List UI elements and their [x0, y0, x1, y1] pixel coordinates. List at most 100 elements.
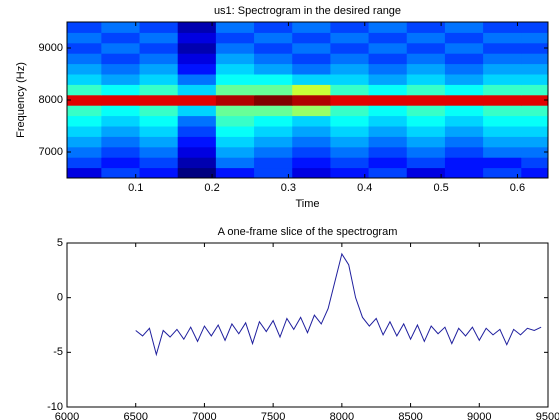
heatmap-cell [406, 22, 446, 33]
heatmap-cell [330, 146, 370, 158]
heatmap-cell [67, 74, 102, 85]
heatmap-cell [483, 136, 522, 148]
heatmap-cell [215, 115, 255, 127]
heatmap-cell [483, 32, 522, 44]
heatmap-cell [139, 146, 179, 158]
y-tick-label: 8000 [39, 94, 63, 106]
heatmap-cell [406, 157, 446, 169]
heatmap-cell [67, 63, 102, 75]
heatmap-cell [330, 136, 370, 148]
heatmap-cell [254, 63, 293, 75]
chart-title: us1: Spectrogram in the desired range [214, 5, 401, 17]
axes-box [66, 242, 549, 408]
heatmap-cell [101, 136, 141, 148]
heatmap-cell [483, 126, 522, 137]
heatmap-cell [254, 167, 293, 178]
heatmap-cell [67, 22, 102, 33]
heatmap-cell [254, 105, 293, 117]
heatmap-cell [215, 22, 255, 33]
heatmap-cell [101, 74, 141, 85]
heatmap-cell [330, 105, 370, 117]
heatmap-cell [139, 136, 179, 148]
heatmap-cell [101, 53, 141, 65]
heatmap-cell [483, 115, 522, 127]
heatmap-cell [444, 167, 484, 178]
heatmap-cell [368, 126, 408, 137]
heatmap-cell [177, 146, 217, 158]
heatmap-cell [292, 63, 331, 75]
heatmap-cell [139, 126, 179, 137]
heatmap-cell [330, 94, 370, 106]
heatmap-cell [330, 42, 370, 54]
heatmap-cell [292, 53, 331, 65]
x-tick-label: 6500 [123, 411, 147, 420]
x-tick-label: 7000 [192, 411, 216, 420]
heatmap-cell [139, 32, 179, 44]
heatmap-cell [406, 42, 446, 54]
heatmap-cell [368, 84, 408, 96]
heatmap-cell [177, 115, 217, 127]
heatmap-cell [177, 22, 217, 33]
y-tick-label: 7000 [39, 146, 63, 158]
heatmap-cell [521, 167, 548, 178]
heatmap-cell [67, 84, 102, 96]
heatmap-cell [254, 22, 293, 33]
heatmap-cell [330, 157, 370, 169]
heatmap-cell [139, 167, 179, 178]
heatmap-cell [177, 167, 217, 178]
heatmap-cell [215, 157, 255, 169]
y-tick-label: -10 [47, 401, 63, 413]
heatmap-cell [177, 32, 217, 44]
y-tick-label: -5 [53, 346, 63, 358]
heatmap-cell [521, 53, 548, 65]
heatmap-cell [483, 94, 522, 106]
heatmap-cell [254, 32, 293, 44]
heatmap-cell [67, 94, 102, 106]
heatmap-cell [368, 157, 408, 169]
heatmap-cell [330, 167, 370, 178]
heatmap-cell [521, 32, 548, 44]
heatmap-cell [139, 94, 179, 106]
heatmap-cell [101, 105, 141, 117]
heatmap-cell [483, 53, 522, 65]
y-tick-label: 9000 [39, 42, 63, 54]
heatmap-cell [215, 53, 255, 65]
x-tick-label: 0.2 [204, 182, 219, 194]
x-tick-label: 7500 [261, 411, 285, 420]
heatmap-cell [406, 126, 446, 137]
heatmap-cell [330, 84, 370, 96]
x-tick-label: 0.6 [510, 182, 525, 194]
heatmap-cell [67, 32, 102, 44]
heatmap-cell [177, 84, 217, 96]
heatmap-cell [292, 167, 331, 178]
heatmap-cell [215, 84, 255, 96]
heatmap-cell [139, 74, 179, 85]
heatmap-cell [67, 167, 102, 178]
heatmap-cell [444, 63, 484, 75]
heatmap-cell [444, 74, 484, 85]
heatmap-cell [330, 53, 370, 65]
heatmap-cell [521, 157, 548, 169]
heatmap-cell [406, 115, 446, 127]
heatmap-cell [139, 53, 179, 65]
heatmap-cell [368, 105, 408, 117]
heatmap-cell [406, 74, 446, 85]
heatmap-cell [139, 22, 179, 33]
heatmap-cell [292, 94, 331, 106]
heatmap-cell [101, 22, 141, 33]
heatmap-cell [521, 22, 548, 33]
heatmap-cell [177, 42, 217, 54]
heatmap-cell [139, 157, 179, 169]
heatmap-cell [177, 63, 217, 75]
heatmap-cell [368, 94, 408, 106]
heatmap-cell [215, 167, 255, 178]
heatmap-cell [368, 146, 408, 158]
heatmap-cell [254, 74, 293, 85]
heatmap-cell [330, 63, 370, 75]
x-tick-label: 9500 [536, 411, 559, 420]
heatmap [67, 22, 548, 178]
heatmap-cell [444, 146, 484, 158]
heatmap-cell [521, 146, 548, 158]
heatmap-cell [101, 32, 141, 44]
